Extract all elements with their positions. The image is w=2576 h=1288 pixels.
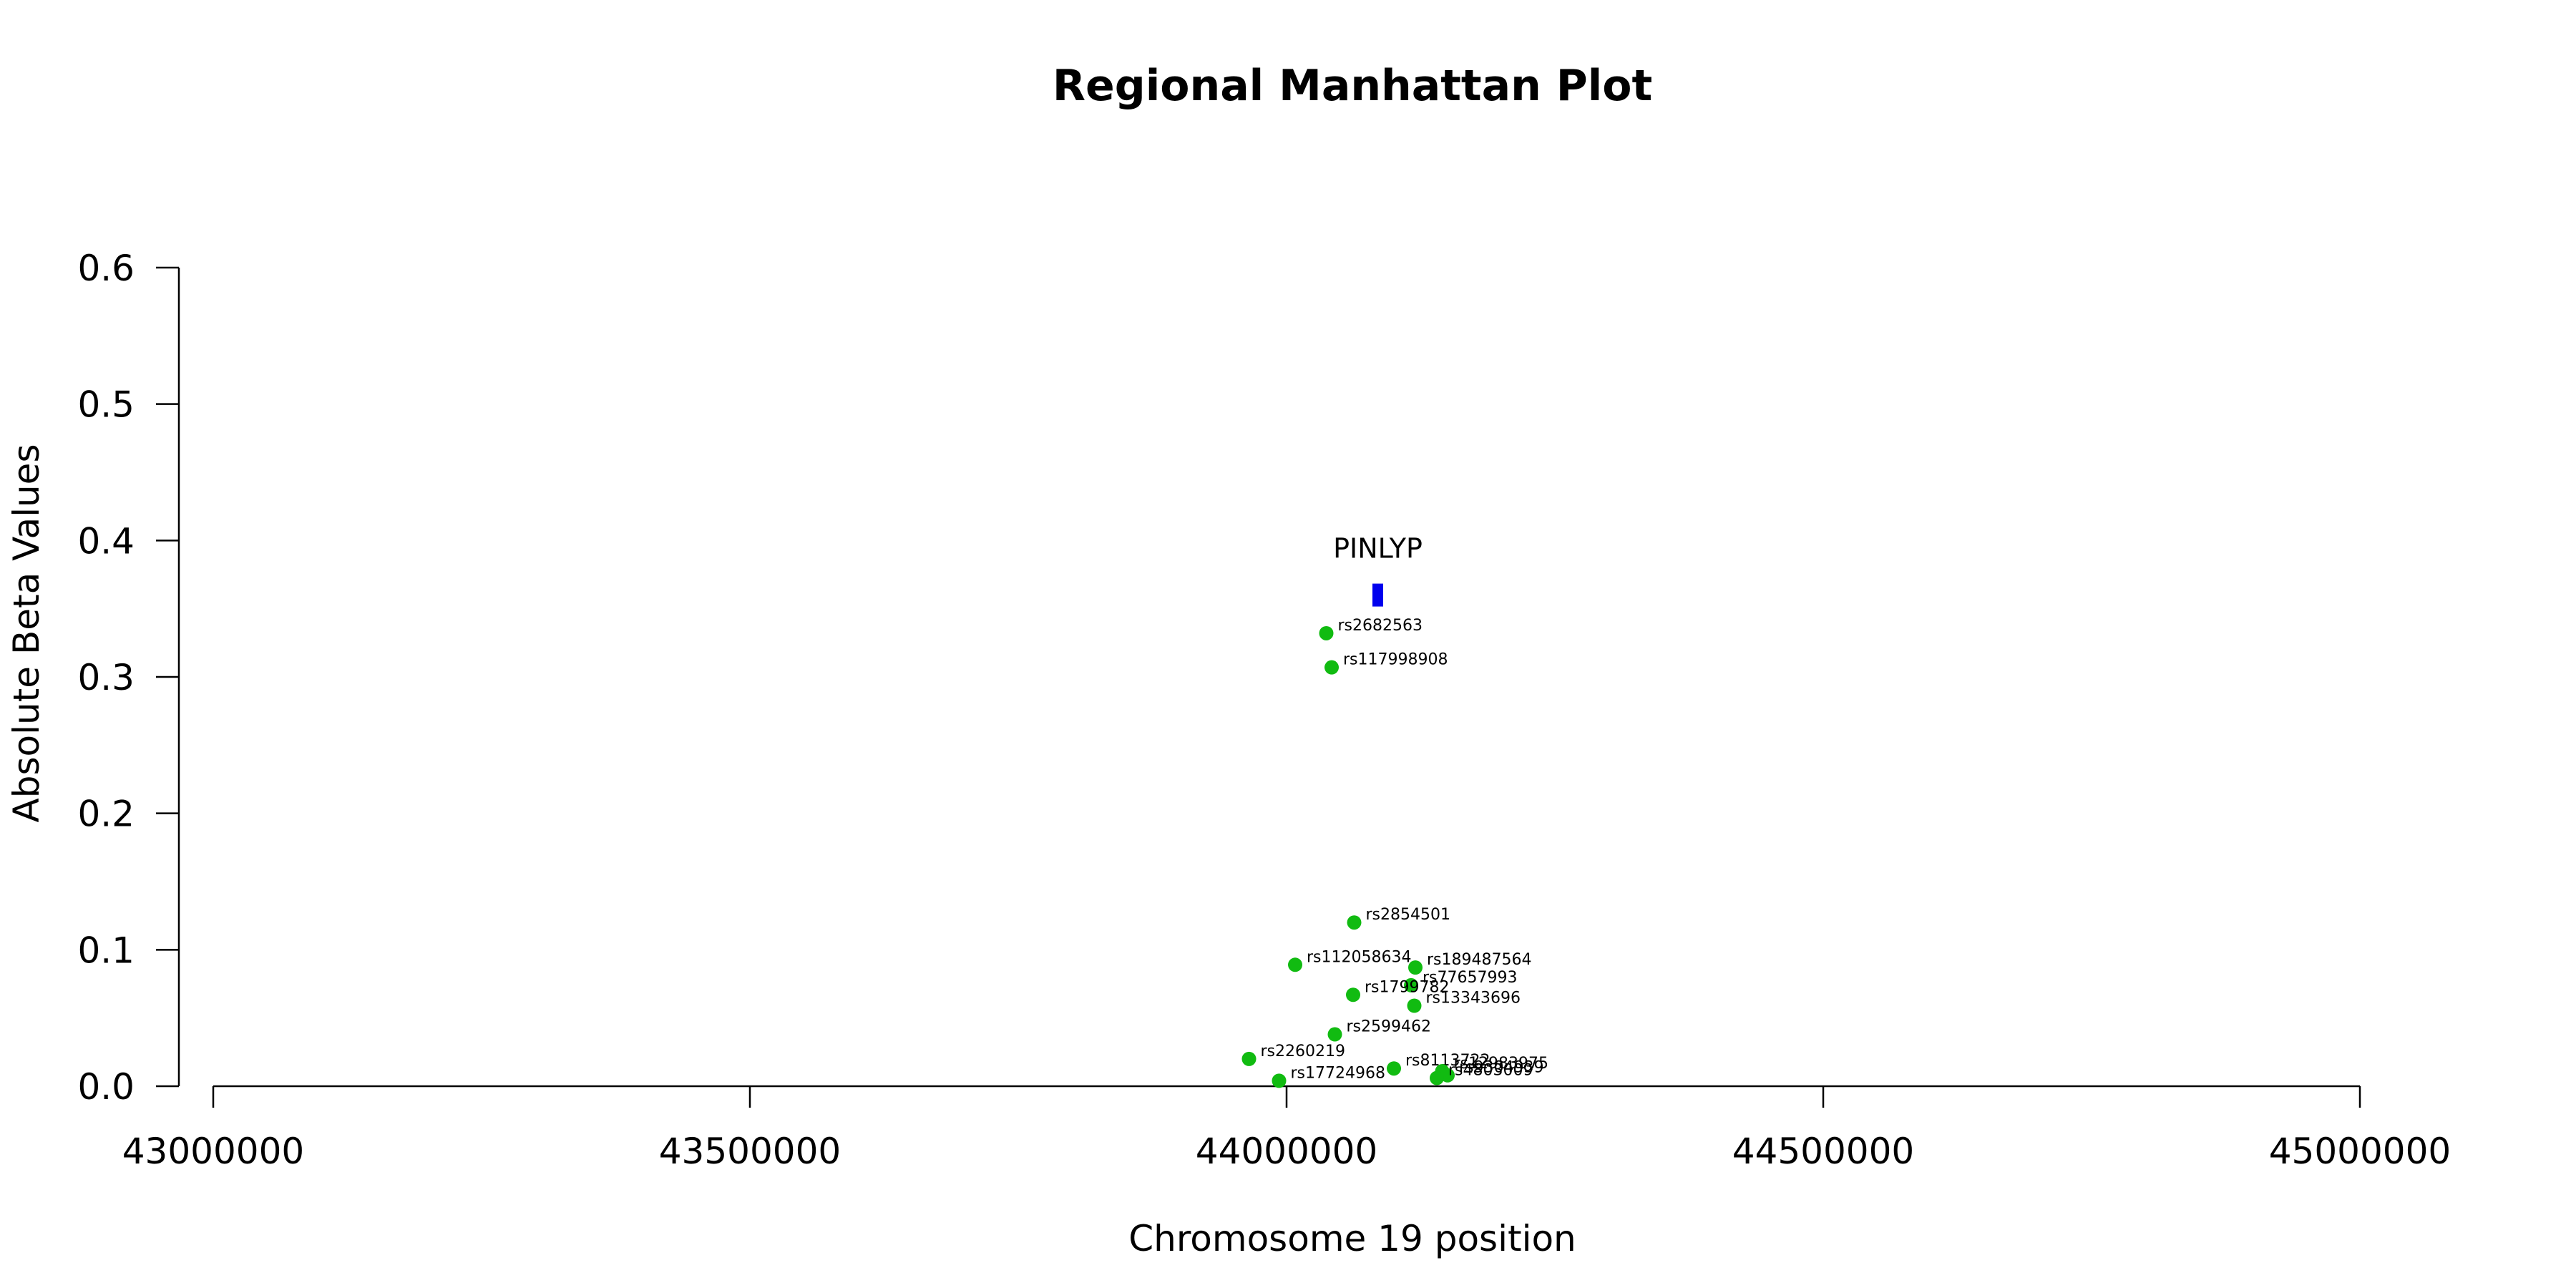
snp-label: rs12983975	[1454, 1055, 1548, 1073]
snp-point	[1387, 1061, 1401, 1076]
gene-label: PINLYP	[1333, 533, 1423, 565]
snp-label: rs4803009	[1448, 1062, 1533, 1080]
snp-point	[1319, 625, 1334, 640]
snp-point	[1327, 1027, 1342, 1042]
y-tick-label: 0.1	[77, 930, 135, 971]
snp-label: rs1799782	[1365, 978, 1450, 996]
snp-label: rs2599462	[1347, 1018, 1432, 1036]
chart-title: Regional Manhattan Plot	[1053, 61, 1652, 111]
y-tick-label: 0.0	[77, 1066, 135, 1108]
y-tick-label: 0.4	[77, 520, 135, 562]
snp-label: rs189487564	[1427, 951, 1531, 969]
y-axis: 0.0 0.1 0.2 0.3 0.4 0.5 0.6	[77, 248, 180, 1108]
y-tick-label: 0.6	[77, 248, 135, 289]
x-axis-label: Chromosome 19 position	[1128, 1218, 1576, 1259]
snp-point	[1440, 1068, 1455, 1083]
x-tick-label: 43500000	[659, 1131, 841, 1172]
snp-point	[1404, 977, 1418, 992]
snp-point	[1430, 1070, 1444, 1085]
snp-label: rs2682563	[1338, 617, 1423, 635]
snp-label: rs117998908	[1343, 651, 1448, 669]
snp-point	[1272, 1073, 1287, 1088]
y-tick-label: 0.3	[77, 657, 135, 698]
snp-point	[1324, 660, 1339, 675]
x-tick-label: 44500000	[1732, 1131, 1915, 1172]
snp-label: rs77657993	[1423, 969, 1517, 987]
snp-label: rs2854501	[1366, 906, 1451, 924]
snp-point	[1288, 957, 1302, 972]
y-axis-label: Absolute Beta Values	[6, 444, 47, 823]
snp-point	[1241, 1051, 1257, 1066]
x-tick-label: 44000000	[1196, 1131, 1378, 1172]
snp-label: rs9304939	[1459, 1059, 1544, 1077]
snp-label: rs17724968	[1291, 1064, 1385, 1082]
snp-point	[1408, 960, 1423, 975]
y-tick-label: 0.2	[77, 794, 135, 835]
points-layer: rs2682563 rs117998908 rs2854501 rs112058634…	[1241, 617, 1548, 1088]
snp-label: rs2260219	[1261, 1043, 1346, 1060]
snp-point	[1346, 987, 1360, 1002]
x-tick-label: 45000000	[2269, 1131, 2451, 1172]
snp-point	[1347, 915, 1362, 930]
x-tick-label: 43000000	[122, 1131, 305, 1172]
snp-point	[1407, 998, 1422, 1013]
gene-layer: PINLYP	[1333, 533, 1423, 607]
snp-label: rs112058634	[1307, 948, 1411, 966]
snp-label: rs13343696	[1426, 990, 1521, 1008]
x-axis: 43000000 43500000 44000000 44500000 45000000	[122, 1085, 2451, 1172]
y-tick-label: 0.5	[77, 384, 135, 426]
gene-marker	[1372, 583, 1383, 607]
